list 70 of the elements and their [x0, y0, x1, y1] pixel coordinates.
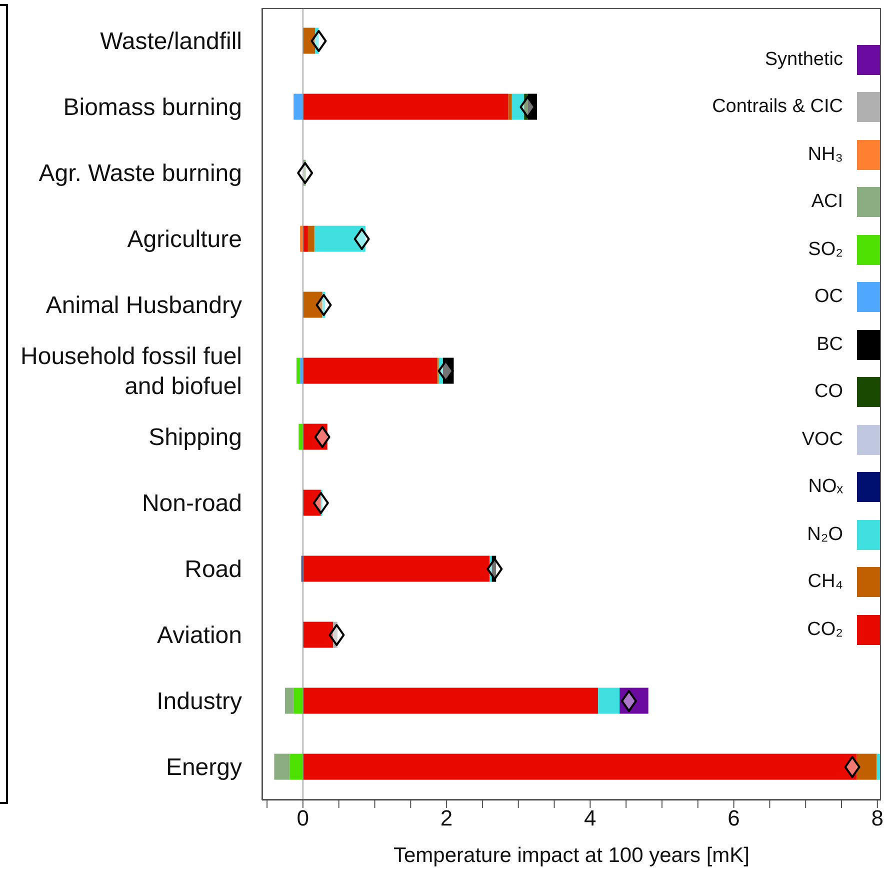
bar: [302, 754, 857, 780]
y-tick-label: Agriculture: [127, 226, 242, 252]
bar: [289, 754, 303, 780]
bar: [492, 556, 496, 582]
y-tick-label: Aviation: [157, 622, 242, 648]
bar: [302, 424, 328, 450]
bar: [442, 358, 454, 384]
bar: [302, 94, 508, 120]
y-tick-label: Animal Husbandry: [46, 292, 242, 318]
legend-label: NOₓ: [808, 476, 843, 498]
bar: [302, 688, 598, 714]
bar: [508, 94, 512, 120]
bar: [302, 622, 334, 648]
point: [297, 162, 314, 184]
bar: [620, 688, 648, 714]
point: [486, 558, 503, 580]
legend-label: Synthetic: [764, 48, 843, 71]
bar: [302, 490, 321, 516]
y-tick-label: Industry: [156, 688, 242, 714]
y-tick-label: Household fossil fuel and biofuel: [20, 342, 242, 400]
legend-label: ACI: [811, 191, 843, 214]
bar: [528, 94, 538, 120]
bar: [294, 94, 303, 120]
y-tick-label: Agr. Waste burning: [38, 160, 242, 186]
legend-label: CO: [814, 381, 843, 404]
point: [310, 30, 327, 52]
point: [316, 294, 332, 316]
legend-label: N₂O: [807, 524, 843, 546]
x-tick-label: 6: [728, 806, 740, 831]
legend-label: VOC: [802, 428, 843, 451]
bar: [438, 358, 443, 384]
bar: [308, 226, 314, 252]
bar: [856, 754, 877, 780]
y-tick-label: Waste/landfill: [100, 28, 242, 54]
x-tick-label: 0: [296, 806, 310, 831]
y-tick-label: Road: [184, 556, 242, 582]
x-tick-label: 8: [871, 806, 884, 831]
legend-label: NH₃: [808, 144, 843, 166]
bar: [315, 28, 319, 54]
bar: [296, 358, 300, 384]
legend-label: Contrails & CIC: [712, 96, 843, 118]
bar: [876, 754, 880, 780]
bar: [294, 688, 303, 714]
point: [354, 228, 370, 250]
bar: [284, 688, 294, 714]
bar: [302, 292, 322, 318]
point: [328, 624, 345, 646]
point: [844, 756, 860, 778]
bar: [314, 226, 366, 252]
bar: [274, 754, 290, 780]
legend-label: CH₄: [808, 571, 843, 594]
bar: [333, 622, 338, 648]
legend-label: SO₂: [808, 238, 843, 261]
bar: [302, 28, 316, 54]
y-tick-label: Shipping: [148, 424, 242, 450]
bar: [598, 688, 620, 714]
legend-label: CO₂: [807, 618, 843, 641]
bar: [302, 358, 438, 384]
point: [312, 492, 329, 514]
x-tick-label: 4: [584, 806, 596, 831]
y-tick-label: Biomass burning: [63, 94, 242, 120]
legend-label: OC: [814, 286, 843, 308]
bar: [302, 556, 490, 582]
x-axis-title: Temperature impact at 100 years [mK]: [394, 844, 750, 867]
bar: [524, 94, 528, 120]
y-tick-label: Energy: [166, 754, 242, 780]
legend-label: BC: [816, 334, 843, 356]
x-tick-label: 2: [440, 806, 453, 831]
y-tick-label: Non-road: [142, 490, 242, 516]
bar: [512, 94, 524, 120]
